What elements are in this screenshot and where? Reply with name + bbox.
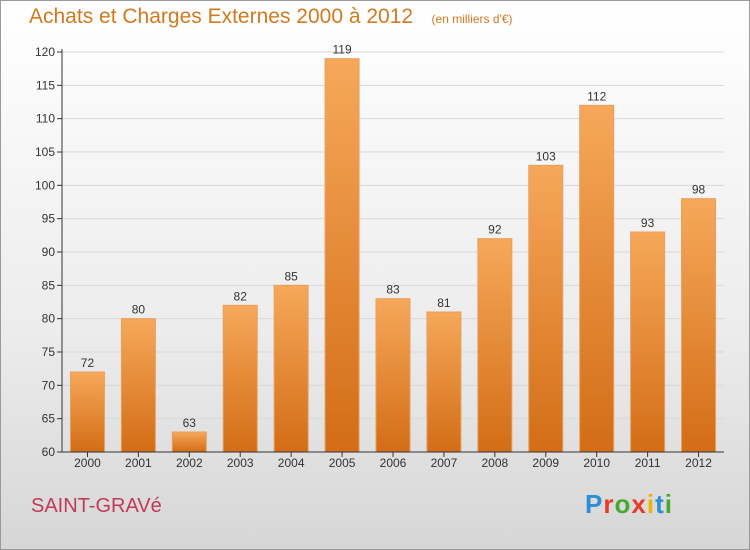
chart-unit: (en milliers d'€)	[431, 12, 513, 26]
x-tick-label: 2005	[329, 456, 356, 470]
x-tick-label: 2006	[380, 456, 407, 470]
y-tick-label: 95	[42, 212, 56, 226]
y-tick-label: 85	[42, 278, 56, 292]
bar	[477, 238, 513, 453]
bar	[375, 298, 411, 453]
logo-letter: o	[614, 489, 632, 519]
data-label: 112	[587, 89, 606, 103]
data-label: 63	[183, 416, 197, 430]
y-tick-label: 100	[35, 178, 55, 192]
logo-letter: P	[585, 489, 604, 519]
x-tick-label: 2012	[685, 456, 712, 470]
y-tick-label: 110	[36, 112, 55, 126]
bars-layer: 72 80 63 82 85 119 83 81 92 103 112 93 98	[69, 43, 717, 453]
data-label: 82	[234, 289, 248, 303]
x-tick-label: 2008	[481, 456, 508, 470]
y-tick-label: 120	[35, 45, 55, 59]
data-label: 72	[81, 356, 95, 370]
y-tick-label: 75	[42, 345, 56, 359]
data-label: 80	[132, 303, 146, 317]
data-label: 92	[488, 223, 502, 237]
x-tick-label: 2011	[635, 456, 661, 470]
x-tick-label: 2000	[74, 456, 101, 470]
x-tick-label: 2010	[583, 456, 610, 470]
commune-name: SAINT-GRAVé	[31, 495, 162, 517]
y-tick-label: 105	[35, 145, 55, 159]
data-label: 119	[333, 43, 352, 57]
x-tick-label: 2001	[125, 456, 152, 470]
y-tick-label: 90	[42, 245, 56, 259]
title-row: Achats et Charges Externes 2000 à 2012 (…	[29, 5, 513, 29]
bar	[630, 231, 666, 453]
y-tick-label: 80	[42, 312, 56, 326]
bar	[69, 371, 105, 453]
x-tick-label: 2002	[176, 456, 203, 470]
axis-layer: 60 65 70 75 80 85 90 95 100 105 110 115 120 2000 2001 2…	[35, 45, 724, 470]
data-label: 81	[437, 296, 451, 310]
data-label: 85	[284, 269, 298, 283]
bar	[120, 318, 156, 453]
chart-title: Achats et Charges Externes 2000 à 2012	[29, 5, 414, 28]
x-tick-label: 2007	[431, 456, 458, 470]
bar	[171, 431, 207, 453]
data-label: 83	[386, 283, 400, 297]
x-tick-label: 2003	[227, 456, 254, 470]
bar	[681, 198, 717, 453]
x-tick-label: 2004	[278, 456, 305, 470]
y-tick-label: 60	[42, 445, 56, 459]
data-label: 93	[641, 216, 655, 230]
logo-letter: t	[655, 489, 665, 519]
logo-letter: x	[631, 489, 647, 519]
logo-letter: i	[664, 489, 673, 519]
bar	[324, 58, 360, 453]
data-label: 103	[536, 149, 556, 163]
y-tick-label: 70	[42, 378, 56, 392]
proxiti-logo: Proxiti	[585, 489, 673, 520]
logo-letter: r	[603, 489, 615, 519]
bar	[528, 164, 564, 453]
data-label: 98	[692, 183, 706, 197]
logo-letter: i	[646, 489, 656, 519]
bar	[426, 311, 462, 453]
y-tick-label: 115	[36, 78, 55, 92]
bar	[579, 104, 615, 453]
bar	[273, 284, 309, 453]
y-tick-label: 65	[42, 412, 56, 426]
bar	[222, 304, 258, 453]
x-tick-label: 2009	[532, 456, 559, 470]
